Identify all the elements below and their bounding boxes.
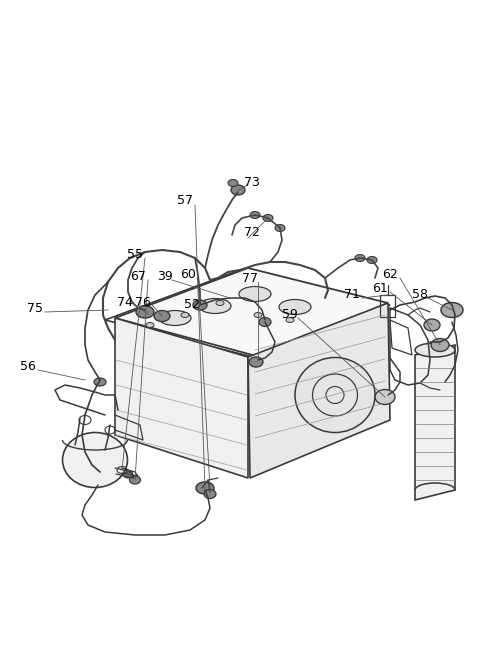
Ellipse shape: [199, 299, 231, 314]
Ellipse shape: [249, 357, 263, 367]
Text: 67: 67: [130, 269, 146, 282]
Ellipse shape: [216, 301, 224, 305]
Polygon shape: [115, 318, 248, 478]
Ellipse shape: [279, 299, 311, 314]
Text: 77: 77: [242, 272, 258, 284]
Ellipse shape: [367, 257, 377, 263]
Text: 56: 56: [20, 360, 36, 373]
Ellipse shape: [239, 286, 271, 301]
Ellipse shape: [355, 255, 365, 261]
Ellipse shape: [154, 310, 170, 322]
Ellipse shape: [254, 312, 262, 318]
Ellipse shape: [159, 310, 191, 326]
Polygon shape: [115, 268, 388, 357]
Ellipse shape: [295, 358, 375, 432]
Text: 58: 58: [412, 288, 428, 301]
Text: 74: 74: [117, 295, 133, 309]
Ellipse shape: [263, 214, 273, 221]
Ellipse shape: [196, 482, 214, 494]
Text: 60: 60: [180, 267, 196, 280]
Text: 52: 52: [184, 297, 200, 310]
Text: 73: 73: [244, 176, 260, 189]
Ellipse shape: [231, 185, 245, 195]
Ellipse shape: [441, 303, 463, 318]
Ellipse shape: [250, 212, 260, 219]
Text: 39: 39: [157, 269, 173, 282]
Ellipse shape: [146, 322, 154, 328]
Ellipse shape: [181, 312, 189, 318]
Text: 62: 62: [382, 267, 398, 280]
Ellipse shape: [62, 432, 128, 487]
Text: 71: 71: [344, 288, 360, 301]
Text: 61: 61: [372, 282, 388, 295]
Ellipse shape: [415, 343, 455, 357]
Ellipse shape: [228, 179, 238, 187]
Ellipse shape: [130, 476, 141, 484]
Text: 72: 72: [244, 225, 260, 238]
Ellipse shape: [431, 339, 449, 352]
Ellipse shape: [204, 489, 216, 498]
Ellipse shape: [375, 390, 395, 405]
Bar: [380, 295, 395, 317]
Polygon shape: [248, 303, 390, 478]
Text: 57: 57: [177, 193, 193, 206]
Text: 55: 55: [127, 248, 143, 261]
Ellipse shape: [275, 225, 285, 231]
Ellipse shape: [94, 378, 106, 386]
Text: 59: 59: [282, 307, 298, 320]
Text: 75: 75: [27, 301, 43, 314]
Ellipse shape: [259, 318, 271, 326]
Ellipse shape: [136, 306, 154, 318]
Text: 76: 76: [135, 295, 151, 309]
Ellipse shape: [123, 472, 132, 478]
Ellipse shape: [424, 319, 440, 331]
Ellipse shape: [286, 318, 294, 322]
Polygon shape: [415, 345, 455, 500]
Ellipse shape: [193, 300, 207, 310]
